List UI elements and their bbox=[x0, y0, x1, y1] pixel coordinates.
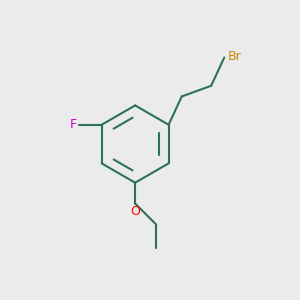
Text: Br: Br bbox=[227, 50, 241, 62]
Text: O: O bbox=[130, 205, 140, 218]
Text: F: F bbox=[70, 118, 77, 131]
